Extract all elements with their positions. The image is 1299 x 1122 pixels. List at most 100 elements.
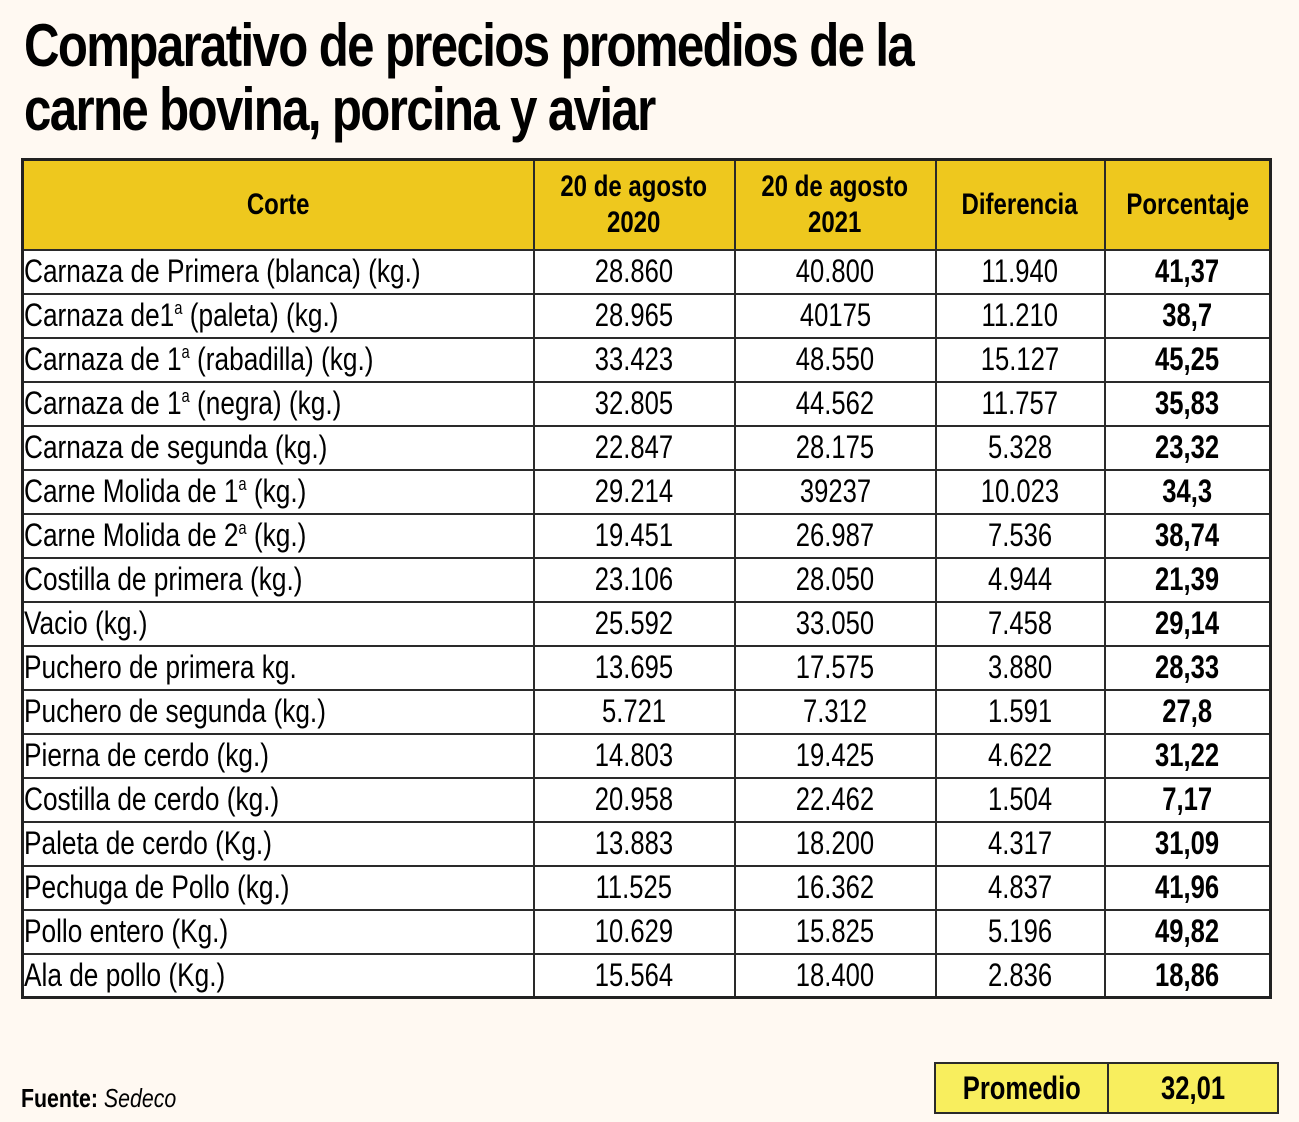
cell-diferencia: 1.504: [934, 776, 1106, 823]
header-fecha-2020: 20 de agosto 2020: [532, 158, 736, 251]
cell-precio-2020: 13.695: [532, 644, 736, 691]
header-corte: Corte: [21, 158, 535, 251]
cell-precio-2020: 15.564: [532, 952, 736, 999]
header-diferencia: Diferencia: [934, 158, 1106, 251]
cell-diferencia: 11.757: [934, 380, 1106, 427]
cell-corte: Vacio (kg.): [21, 600, 535, 647]
cell-corte: Carnaza de 1a (rabadilla) (kg.): [21, 336, 535, 383]
page-title: Comparativo de precios promedios de la c…: [24, 12, 915, 143]
table-row: Carne Molida de 1a (kg.) 29.214 39237 10.02…: [21, 468, 1272, 515]
cell-precio-2021: 40175: [733, 292, 937, 339]
table-row: Paleta de cerdo (Kg.) 13.883 18.200 4.317 31…: [21, 820, 1272, 867]
table-row: Carnaza de Primera (blanca) (kg.) 28.860 4…: [21, 248, 1272, 295]
table-row: Puchero de segunda (kg.) 5.721 7.312 1.591 2…: [21, 688, 1272, 735]
cell-precio-2020: 28.860: [532, 248, 736, 295]
table-header-row: Corte 20 de agosto 2020 20 de agosto 2021 …: [21, 158, 1272, 251]
cell-corte: Pollo entero (Kg.): [21, 908, 535, 955]
cell-precio-2020: 20.958: [532, 776, 736, 823]
cell-diferencia: 11.940: [934, 248, 1106, 295]
cell-diferencia: 4.837: [934, 864, 1106, 911]
cell-porcentaje: 28,33: [1103, 644, 1272, 691]
cell-precio-2020: 10.629: [532, 908, 736, 955]
cell-diferencia: 7.536: [934, 512, 1106, 559]
cell-porcentaje: 49,82: [1103, 908, 1272, 955]
cell-porcentaje: 45,25: [1103, 336, 1272, 383]
cell-precio-2020: 19.451: [532, 512, 736, 559]
cell-precio-2021: 22.462: [733, 776, 937, 823]
cell-diferencia: 5.328: [934, 424, 1106, 471]
cell-precio-2020: 25.592: [532, 600, 736, 647]
cell-precio-2021: 44.562: [733, 380, 937, 427]
cell-diferencia: 1.591: [934, 688, 1106, 735]
cell-porcentaje: 31,22: [1103, 732, 1272, 779]
cell-corte: Carnaza de1a (paleta) (kg.): [21, 292, 535, 339]
cell-porcentaje: 7,17: [1103, 776, 1272, 823]
cell-precio-2020: 11.525: [532, 864, 736, 911]
cell-precio-2021: 40.800: [733, 248, 937, 295]
cell-porcentaje: 41,37: [1103, 248, 1272, 295]
cell-precio-2021: 17.575: [733, 644, 937, 691]
cell-corte: Carnaza de segunda (kg.): [21, 424, 535, 471]
cell-diferencia: 5.196: [934, 908, 1106, 955]
table-row: Carnaza de1a (paleta) (kg.) 28.965 40175 11…: [21, 292, 1272, 339]
title-line-1: Comparativo de precios promedios de la: [24, 12, 915, 79]
cell-porcentaje: 18,86: [1103, 952, 1272, 999]
cell-diferencia: 3.880: [934, 644, 1106, 691]
cell-diferencia: 7.458: [934, 600, 1106, 647]
cell-corte: Pierna de cerdo (kg.): [21, 732, 535, 779]
cell-precio-2021: 19.425: [733, 732, 937, 779]
cell-diferencia: 4.944: [934, 556, 1106, 603]
header-porcentaje: Porcentaje: [1103, 158, 1272, 251]
cell-corte: Puchero de primera kg.: [21, 644, 535, 691]
cell-diferencia: 4.622: [934, 732, 1106, 779]
cell-porcentaje: 21,39: [1103, 556, 1272, 603]
cell-porcentaje: 38,74: [1103, 512, 1272, 559]
cell-corte: Ala de pollo (Kg.): [21, 952, 535, 999]
cell-precio-2020: 28.965: [532, 292, 736, 339]
average-label: Promedio: [934, 1062, 1109, 1114]
table-row: Carnaza de 1a (rabadilla) (kg.) 33.423 48.…: [21, 336, 1272, 383]
header-fecha-2021: 20 de agosto 2021: [733, 158, 937, 251]
cell-diferencia: 4.317: [934, 820, 1106, 867]
table-row: Puchero de primera kg. 13.695 17.575 3.880 2…: [21, 644, 1272, 691]
cell-precio-2020: 14.803: [532, 732, 736, 779]
cell-precio-2021: 15.825: [733, 908, 937, 955]
cell-corte: Carnaza de 1a (negra) (kg.): [21, 380, 535, 427]
cell-precio-2021: 48.550: [733, 336, 937, 383]
cell-corte: Carne Molida de 2a (kg.): [21, 512, 535, 559]
cell-diferencia: 11.210: [934, 292, 1106, 339]
cell-corte: Costilla de cerdo (kg.): [21, 776, 535, 823]
source-label: Fuente:: [21, 1083, 98, 1113]
table-row: Vacio (kg.) 25.592 33.050 7.458 29,14: [21, 600, 1272, 647]
cell-precio-2021: 39237: [733, 468, 937, 515]
table-row: Costilla de cerdo (kg.) 20.958 22.462 1.504…: [21, 776, 1272, 823]
cell-precio-2021: 18.200: [733, 820, 937, 867]
table-row: Pierna de cerdo (kg.) 14.803 19.425 4.622 31…: [21, 732, 1272, 779]
table-row: Pechuga de Pollo (kg.) 11.525 16.362 4.837 4…: [21, 864, 1272, 911]
cell-diferencia: 10.023: [934, 468, 1106, 515]
cell-precio-2021: 28.175: [733, 424, 937, 471]
cell-precio-2021: 7.312: [733, 688, 937, 735]
cell-precio-2021: 28.050: [733, 556, 937, 603]
table-row: Carne Molida de 2a (kg.) 19.451 26.987 7.53…: [21, 512, 1272, 559]
cell-porcentaje: 41,96: [1103, 864, 1272, 911]
cell-precio-2020: 5.721: [532, 688, 736, 735]
cell-precio-2020: 22.847: [532, 424, 736, 471]
price-comparison-table: Corte 20 de agosto 2020 20 de agosto 2021 …: [21, 158, 1272, 999]
cell-corte: Pechuga de Pollo (kg.): [21, 864, 535, 911]
cell-porcentaje: 29,14: [1103, 600, 1272, 647]
cell-corte: Puchero de segunda (kg.): [21, 688, 535, 735]
cell-corte: Carne Molida de 1a (kg.): [21, 468, 535, 515]
cell-precio-2020: 33.423: [532, 336, 736, 383]
cell-porcentaje: 38,7: [1103, 292, 1272, 339]
cell-porcentaje: 31,09: [1103, 820, 1272, 867]
cell-precio-2021: 26.987: [733, 512, 937, 559]
table-row: Pollo entero (Kg.) 10.629 15.825 5.196 49,82: [21, 908, 1272, 955]
cell-corte: Carnaza de Primera (blanca) (kg.): [21, 248, 535, 295]
table-row: Carnaza de segunda (kg.) 22.847 28.175 5.32…: [21, 424, 1272, 471]
cell-corte: Costilla de primera (kg.): [21, 556, 535, 603]
table-row: Ala de pollo (Kg.) 15.564 18.400 2.836 18,86: [21, 952, 1272, 999]
source-value: Sedeco: [103, 1083, 177, 1113]
title-line-2: carne bovina, porcina y aviar: [24, 76, 656, 143]
average-value: 32,01: [1107, 1062, 1279, 1114]
